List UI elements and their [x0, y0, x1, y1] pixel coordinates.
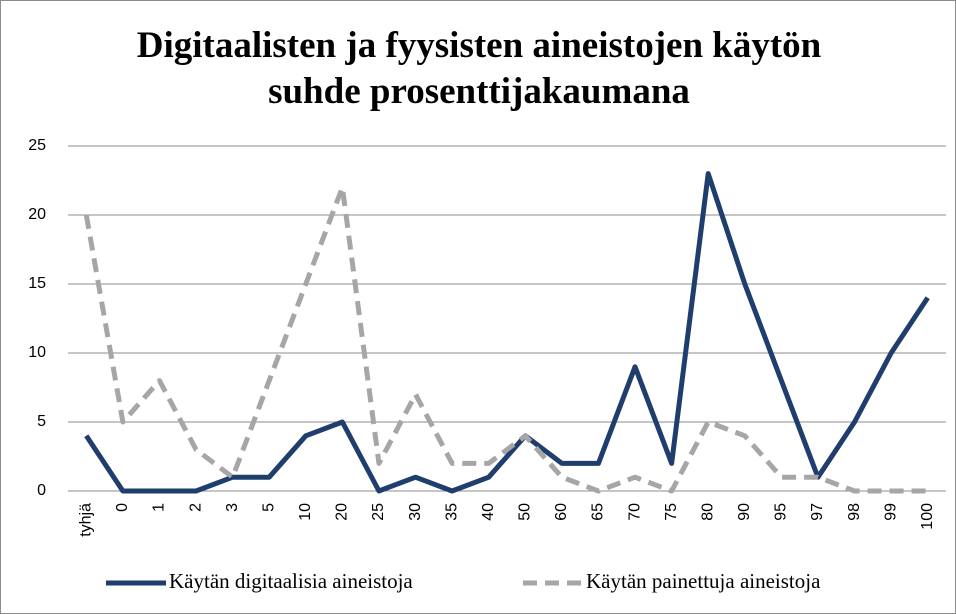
y-tick-label: 0 — [37, 482, 46, 499]
x-tick-label: 97 — [809, 503, 826, 521]
x-tick-label: 80 — [699, 503, 716, 521]
x-tick-label: 65 — [590, 503, 607, 521]
x-tick-label: 2 — [187, 503, 204, 512]
x-tick-label: 75 — [663, 503, 680, 521]
x-tick-label: 35 — [443, 503, 460, 521]
chart-title: Digitaalisten ja fyysisten aineistojen k… — [136, 25, 822, 112]
x-tick-label: 10 — [297, 503, 314, 521]
x-tick-label: 25 — [370, 503, 387, 521]
x-tick-label: 3 — [224, 503, 241, 512]
y-tick-label: 20 — [28, 206, 46, 223]
x-tick-label: 0 — [114, 503, 131, 512]
x-tick-label: 30 — [407, 503, 424, 521]
x-tick-label: 95 — [773, 503, 790, 521]
y-tick-label: 15 — [28, 275, 46, 292]
x-tick-label: 90 — [736, 503, 753, 521]
legend-label: Käytän painettuja aineistoja — [586, 569, 821, 593]
x-tick-label: 99 — [882, 503, 899, 521]
x-tick-label: 60 — [553, 503, 570, 521]
x-tick-label: 40 — [480, 503, 497, 521]
x-tick-label: 20 — [334, 503, 351, 521]
y-tick-label: 25 — [28, 137, 46, 154]
x-tick-label: 98 — [846, 503, 863, 521]
y-tick-label: 5 — [37, 413, 46, 430]
x-tick-label: 70 — [626, 503, 643, 521]
x-tick-label: 1 — [151, 503, 168, 512]
legend-label: Käytän digitaalisia aineistoja — [169, 569, 413, 593]
x-tick-label: tyhjä — [78, 503, 95, 537]
x-tick-label: 100 — [919, 503, 936, 530]
series-line — [84, 171, 930, 494]
x-tick-label: 50 — [517, 503, 534, 521]
series-line — [83, 184, 928, 494]
y-tick-label: 10 — [28, 344, 46, 361]
x-tick-label: 5 — [260, 503, 277, 512]
